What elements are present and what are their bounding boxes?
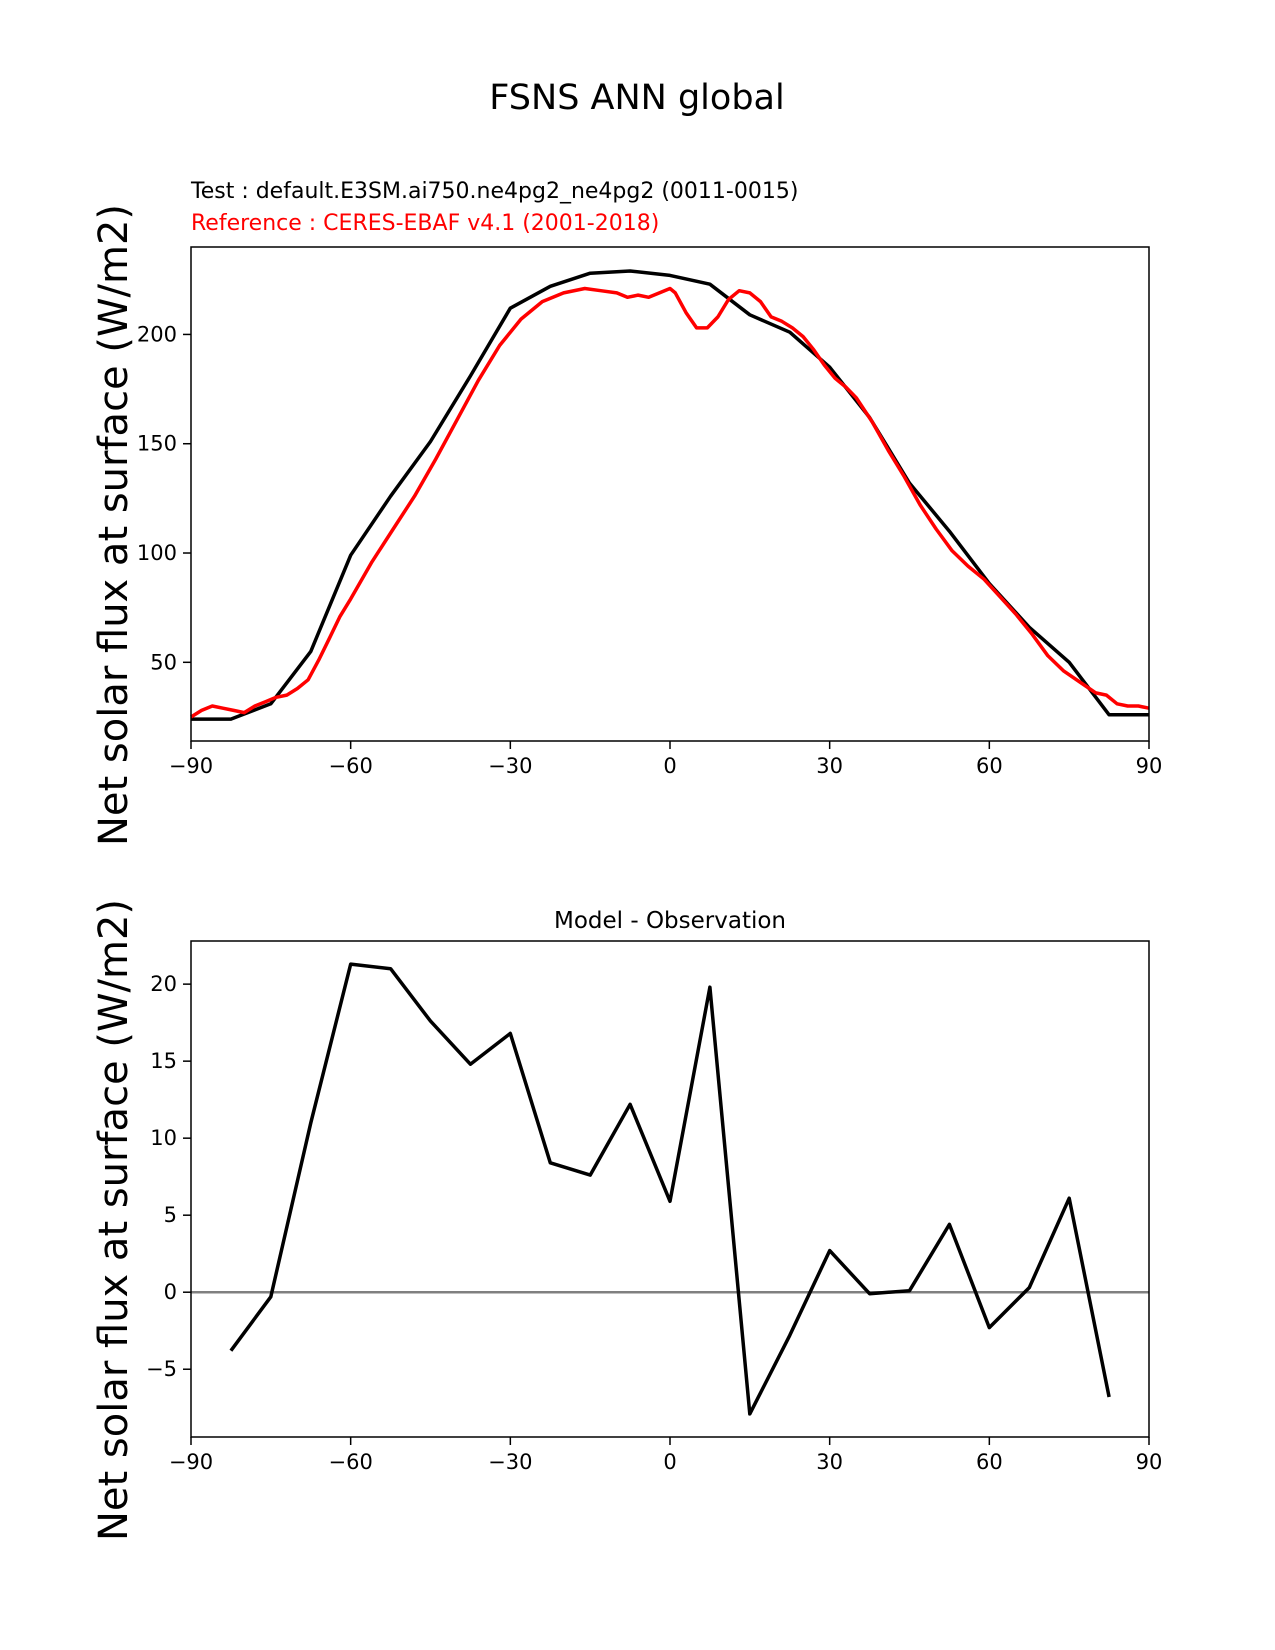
bottom-y-tick-label: −5 (146, 1357, 177, 1381)
bottom-panel: Model - Observation Net solar flux at su… (91, 899, 1162, 1541)
bottom-y-tick-label: 10 (150, 1126, 177, 1150)
top-reference-line (190, 286, 1150, 719)
bottom-x-tick-label: 0 (663, 1450, 676, 1474)
bottom-x-tick-label: −90 (169, 1450, 213, 1474)
top-x-tick-label: 90 (1136, 754, 1163, 778)
bottom-difference-line (229, 962, 1111, 1416)
bottom-y-tick-label: 5 (164, 1203, 177, 1227)
top-panel: Test : default.E3SM.ai750.ne4pg2_ne4pg2 … (91, 179, 1162, 846)
top-x-tick-label: 0 (663, 754, 676, 778)
bottom-plot-frame (190, 940, 1150, 1438)
top-y-tick-label: 100 (137, 541, 177, 565)
top-y-tick-label: 50 (150, 650, 177, 674)
bottom-x-tick-label: −60 (329, 1450, 373, 1474)
top-test-line (191, 269, 1149, 721)
figure-title: FSNS ANN global (489, 78, 784, 118)
bottom-panel-title: Model - Observation (554, 908, 786, 934)
top-x-tick-label: 60 (976, 754, 1003, 778)
top-x-tick-label: 30 (816, 754, 843, 778)
top-x-tick-label: −30 (488, 754, 532, 778)
top-x-tick-label: −90 (169, 754, 213, 778)
bottom-y-tick-label: 15 (150, 1049, 177, 1073)
bottom-x-tick-label: −30 (488, 1450, 532, 1474)
bottom-x-tick-label: 30 (816, 1450, 843, 1474)
bottom-y-tick-label: 20 (150, 972, 177, 996)
bottom-x-tick-label: 90 (1136, 1450, 1163, 1474)
bottom-y-axis-label: Net solar flux at surface (W/m2) (91, 899, 137, 1541)
top-x-tick-label: −60 (329, 754, 373, 778)
top-y-tick-label: 150 (137, 432, 177, 456)
bottom-y-tick-label: 0 (164, 1280, 177, 1304)
reference-title: Reference : CERES-EBAF v4.1 (2001-2018) (191, 211, 659, 236)
top-y-tick-label: 200 (137, 322, 177, 346)
test-title: Test : default.E3SM.ai750.ne4pg2_ne4pg2 … (190, 179, 798, 204)
bottom-x-tick-label: 60 (976, 1450, 1003, 1474)
top-plot-frame (190, 246, 1150, 742)
top-y-axis-label: Net solar flux at surface (W/m2) (91, 204, 137, 846)
